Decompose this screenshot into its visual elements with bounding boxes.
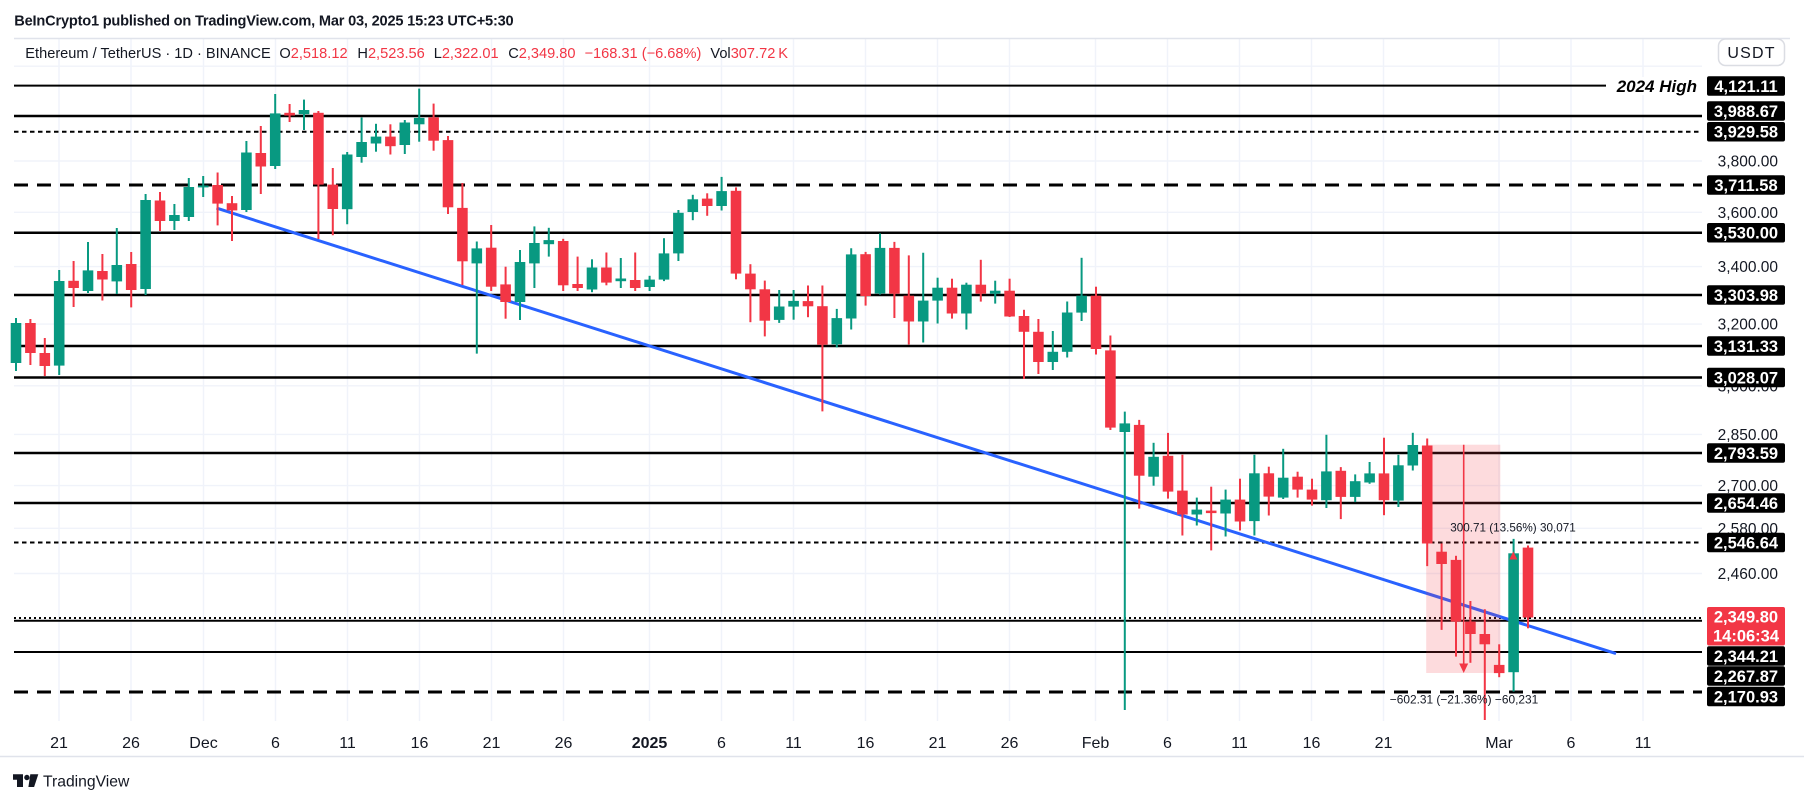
svg-text:3,600.00: 3,600.00 [1718,205,1779,222]
svg-text:2,267.87: 2,267.87 [1714,668,1778,686]
svg-text:11: 11 [339,735,356,752]
svg-text:26: 26 [1001,735,1019,752]
svg-text:2024 High: 2024 High [1616,77,1697,96]
svg-text:BeInCrypto1 published on Tradi: BeInCrypto1 published on TradingView.com… [14,14,513,30]
svg-text:11: 11 [785,735,802,752]
svg-text:C2,349.80: C2,349.80 [508,46,575,62]
svg-text:Vol307.72 K: Vol307.72 K [710,46,788,62]
svg-text:3,400.00: 3,400.00 [1718,259,1779,276]
svg-text:Mar: Mar [1485,735,1513,752]
svg-text:21: 21 [50,735,68,752]
svg-text:H2,523.56: H2,523.56 [357,46,424,62]
svg-text:L2,322.01: L2,322.01 [434,46,499,62]
svg-text:2,654.46: 2,654.46 [1714,495,1778,513]
svg-text:O2,518.12: O2,518.12 [279,46,347,62]
svg-text:16: 16 [411,735,429,752]
svg-text:2,349.80: 2,349.80 [1714,609,1778,627]
svg-text:Feb: Feb [1082,735,1110,752]
svg-text:16: 16 [1303,735,1321,752]
svg-text:3,929.58: 3,929.58 [1714,124,1778,142]
svg-text:3,028.07: 3,028.07 [1714,369,1778,387]
svg-text:6: 6 [717,735,726,752]
svg-text:TradingView: TradingView [43,774,130,791]
svg-text:300.71 (13.56%) 30,071: 300.71 (13.56%) 30,071 [1450,522,1575,535]
svg-text:2,344.21: 2,344.21 [1714,648,1778,666]
svg-text:16: 16 [857,735,875,752]
svg-text:21: 21 [929,735,947,752]
svg-text:4,121.11: 4,121.11 [1714,78,1777,96]
svg-text:26: 26 [122,735,140,752]
svg-text:USDT: USDT [1727,45,1775,62]
svg-text:11: 11 [1231,735,1248,752]
svg-text:Ethereum / TetherUS · 1D · BIN: Ethereum / TetherUS · 1D · BINANCE [25,46,271,62]
svg-text:−168.31 (−6.68%): −168.31 (−6.68%) [585,46,702,62]
svg-text:14:06:34: 14:06:34 [1713,628,1780,646]
svg-text:3,800.00: 3,800.00 [1718,154,1779,171]
svg-text:Dec: Dec [189,735,217,752]
svg-text:3,200.00: 3,200.00 [1718,317,1779,334]
svg-text:2,460.00: 2,460.00 [1718,566,1779,583]
svg-text:11: 11 [1635,735,1652,752]
svg-text:−602.31 (−21.36%) −60,231: −602.31 (−21.36%) −60,231 [1390,693,1539,707]
svg-text:3,303.98: 3,303.98 [1714,287,1778,305]
svg-text:3,131.33: 3,131.33 [1714,338,1778,356]
svg-text:26: 26 [555,735,573,752]
svg-text:2,546.64: 2,546.64 [1714,534,1779,552]
svg-text:6: 6 [1163,735,1172,752]
svg-text:2,170.93: 2,170.93 [1714,688,1778,706]
svg-text:6: 6 [271,735,280,752]
svg-text:2025: 2025 [632,735,668,752]
svg-text:2,850.00: 2,850.00 [1718,427,1779,444]
svg-text:21: 21 [1375,735,1393,752]
svg-text:2,700.00: 2,700.00 [1718,478,1779,495]
svg-text:2,793.59: 2,793.59 [1714,445,1778,463]
svg-text:6: 6 [1567,735,1576,752]
svg-text:3,530.00: 3,530.00 [1714,225,1778,243]
svg-text:3,711.58: 3,711.58 [1714,177,1777,195]
svg-text:3,988.67: 3,988.67 [1714,103,1778,121]
svg-text:21: 21 [483,735,501,752]
